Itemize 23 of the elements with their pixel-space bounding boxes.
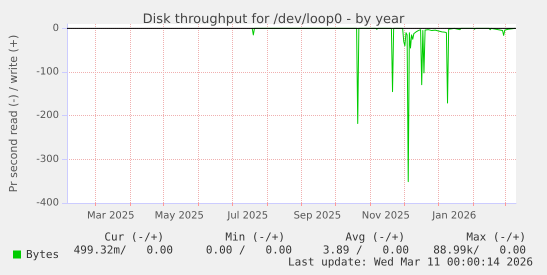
x-tick-label: May 2025 (154, 210, 204, 222)
x-tick-label: Nov 2025 (362, 210, 410, 222)
text: Min (-/+) (225, 230, 285, 244)
y-tick-label: -300 (36, 154, 59, 165)
text: 0.00 / 0.00 (206, 244, 292, 256)
chart-title: Disk throughput for /dev/loop0 - by year (142, 12, 405, 27)
text: 3.89 / 0.00 (322, 244, 409, 256)
x-tick-label: Sep 2025 (294, 210, 342, 222)
text: Max (-/+) (466, 230, 526, 244)
text: 499.32m/ 0.00 (74, 244, 173, 256)
y-tick-label: -100 (36, 66, 59, 78)
y-tick-label: 0 (52, 22, 59, 34)
x-tick-label: Jul 2025 (226, 210, 268, 222)
x-tick-label: Jan 2026 (431, 210, 476, 222)
text: Avg (-/+) (345, 230, 405, 244)
text: Last update: Wed Mar 11 00:00:14 2026 (288, 256, 533, 268)
x-tick-label: Mar 2025 (87, 210, 135, 222)
y-tick-label: -400 (36, 198, 59, 208)
text: Cur (-/+) (104, 230, 164, 244)
text: 88.99k/ 0.00 (433, 244, 526, 256)
y-tick-label: -200 (36, 110, 59, 122)
legend-label: Bytes (26, 248, 60, 261)
y-axis-title: Pr second read (-) / write (+) (7, 34, 20, 192)
